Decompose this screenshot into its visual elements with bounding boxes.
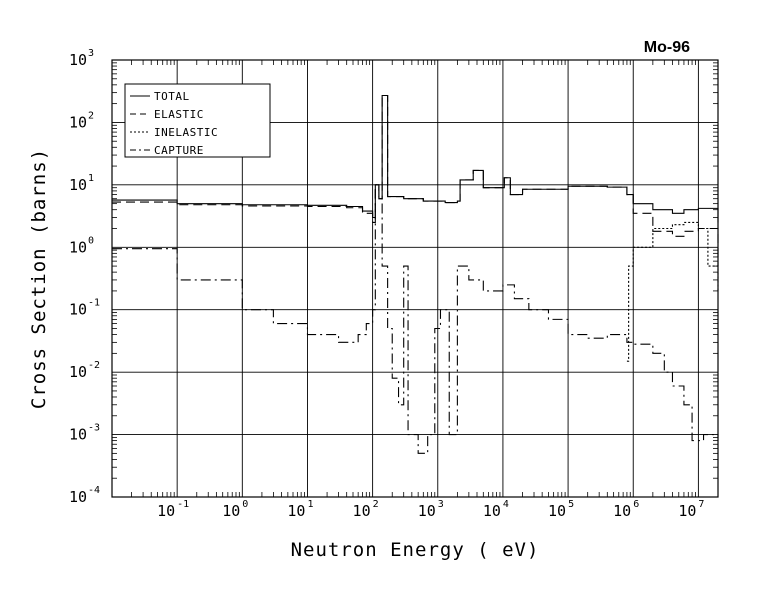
series-layer [112,94,719,454]
series-line-elastic [112,94,719,267]
x-axis-title: Neutron Energy ( eV) [291,539,540,561]
x-tick-label-base: 10 [548,502,566,520]
tick-label-layer: 10 -1 10 0 10 1 10 2 10 3 10 4 10 5 10 6 10 710 -410 -310 -2… [69,48,704,520]
legend-label: TOTAL [154,90,190,103]
y-tick-label-exp: 3 [88,48,94,59]
x-tick-label-base: 10 [353,502,371,520]
y-tick-label-exp: -2 [88,360,100,371]
y-tick-label-exp: -4 [88,485,100,496]
legend-label: INELASTIC [154,126,218,139]
plot-frame [111,59,719,498]
legend: TOTAL ELASTIC INELASTIC CAPTURE [124,83,271,158]
y-tick-label-base: 10 [69,363,87,381]
y-tick-label-exp: 2 [88,110,94,121]
grid-layer [112,59,718,498]
y-tick-label-base: 10 [69,426,87,444]
x-tick-label-exp: 7 [698,499,704,510]
y-tick-label-base: 10 [69,488,87,506]
legend-label: ELASTIC [154,108,204,121]
x-tick-label-exp: 4 [503,499,509,510]
y-tick-label-base: 10 [69,176,87,194]
y-tick-label-exp: 1 [88,173,94,184]
x-tick-label-base: 10 [222,502,240,520]
x-tick-label-base: 10 [157,502,175,520]
y-tick-label-exp: 0 [88,235,94,246]
x-tick-label-base: 10 [613,502,631,520]
y-tick-label-base: 10 [69,51,87,69]
y-tick-label-exp: -3 [88,423,100,434]
x-tick-label-exp: -1 [177,499,189,510]
y-axis-title: Cross Section (barns) [28,148,50,409]
x-tick-label-exp: 6 [633,499,639,510]
x-tick-label-base: 10 [678,502,696,520]
x-tick-label-exp: 1 [307,499,313,510]
y-tick-label-base: 10 [69,238,87,256]
x-tick-label-base: 10 [418,502,436,520]
y-tick-label-exp: -1 [88,298,100,309]
x-tick-label-exp: 0 [242,499,248,510]
series-line-inelastic [626,221,719,362]
x-tick-label-exp: 3 [438,499,444,510]
y-tick-label-base: 10 [69,301,87,319]
x-tick-label-exp: 5 [568,499,574,510]
x-tick-label-base: 10 [287,502,305,520]
x-tick-label-base: 10 [483,502,501,520]
y-tick-label-base: 10 [69,113,87,131]
series-line-capture [112,184,719,454]
chart-title: Mo-96 [644,39,690,56]
x-tick-label-exp: 2 [373,499,379,510]
legend-label: CAPTURE [154,144,204,157]
